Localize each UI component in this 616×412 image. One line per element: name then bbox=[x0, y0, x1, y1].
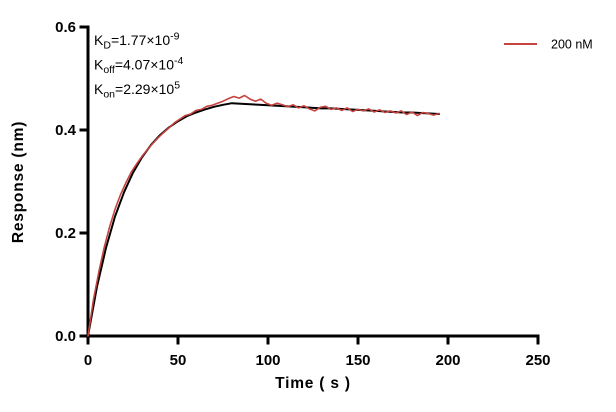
y-tick-label: 0.4 bbox=[55, 122, 77, 139]
x-tick-label: 250 bbox=[525, 352, 550, 369]
kinetic-constant-line: Koff=4.07×10-4 bbox=[94, 55, 183, 76]
y-ticks: 0.0 0.2 0.4 0.6 bbox=[55, 19, 88, 345]
y-tick-label: 0.6 bbox=[55, 19, 76, 36]
y-axis-title: Response (nm) bbox=[10, 121, 27, 243]
data-curve-200nM bbox=[87, 94, 440, 337]
x-axis-title: Time ( s ) bbox=[275, 375, 351, 392]
x-tick-label: 50 bbox=[170, 352, 187, 369]
legend: 200 nM bbox=[504, 38, 593, 52]
x-tick-label: 100 bbox=[255, 352, 280, 369]
kinetic-constant-line: KD=1.77×10-9 bbox=[94, 31, 180, 52]
y-tick-label: 0.2 bbox=[55, 225, 76, 242]
x-tick-label: 200 bbox=[435, 352, 460, 369]
x-tick-label: 0 bbox=[84, 352, 92, 369]
x-ticks: 0 50 100 150 200 250 bbox=[84, 336, 551, 369]
axes bbox=[86, 25, 540, 338]
legend-label-200nM: 200 nM bbox=[551, 38, 593, 52]
fit-curve bbox=[87, 102, 440, 337]
x-tick-label: 150 bbox=[345, 352, 370, 369]
kinetic-constant-line: Kon=2.29×105 bbox=[94, 80, 180, 101]
y-tick-label: 0.0 bbox=[55, 328, 76, 345]
kinetics-annotation: KD=1.77×10-9 Koff=4.07×10-4 Kon=2.29×105 bbox=[94, 31, 183, 101]
